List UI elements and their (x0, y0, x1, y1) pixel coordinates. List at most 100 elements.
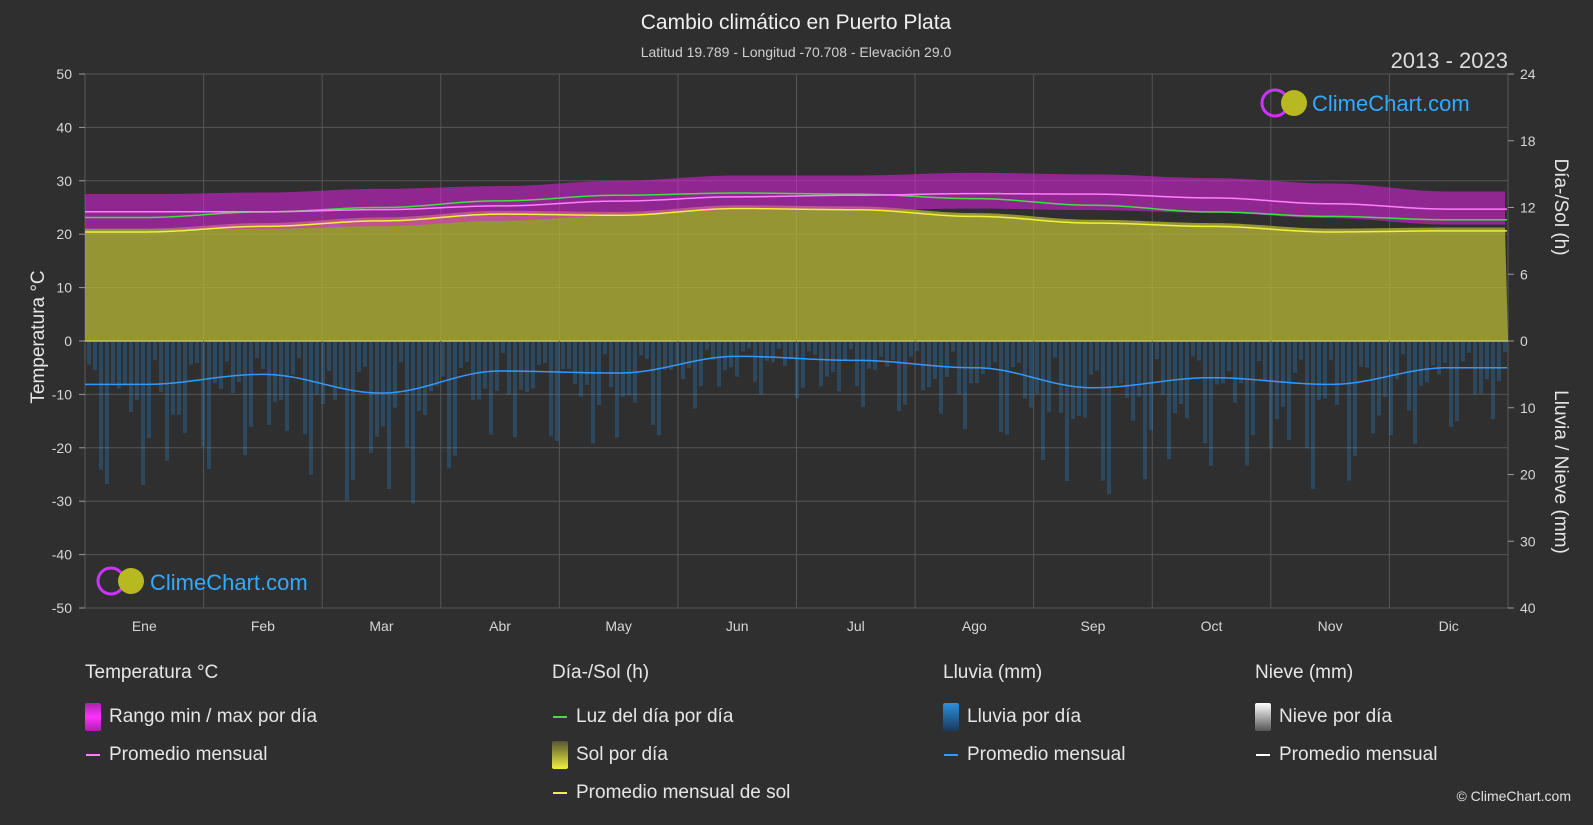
rain-bar (861, 342, 865, 407)
rain-bar (567, 342, 571, 369)
rain-bar (177, 342, 181, 415)
rain-bar (297, 342, 301, 359)
rain-bar (1005, 342, 1009, 435)
brand-sun-icon (118, 568, 144, 594)
rain-bar (753, 342, 757, 382)
rain-bar (1389, 342, 1393, 436)
rain-bar (1077, 342, 1081, 416)
left-tick-label: -30 (52, 493, 72, 509)
rain-bar (645, 342, 649, 359)
rain-bar (1053, 342, 1057, 358)
rain-bar (1035, 342, 1039, 394)
rain-bar (1161, 342, 1165, 396)
rain-bar (675, 342, 679, 364)
rain-bar (543, 342, 547, 364)
rain-bar (621, 342, 625, 397)
left-tick-label: 50 (56, 66, 72, 82)
sun-avg-swatch (553, 792, 567, 794)
rain-bar (1011, 342, 1015, 368)
rain-bar (1017, 342, 1021, 363)
rain-bar (273, 342, 277, 403)
rain-bar (333, 342, 337, 400)
rain-bar (1413, 342, 1417, 444)
rain-bar (1239, 342, 1243, 384)
rain-bar (843, 342, 847, 361)
rain-bar (1299, 342, 1303, 360)
temp-range-area (85, 172, 1505, 229)
rain-bar (579, 342, 583, 397)
sun-area (85, 205, 1508, 341)
rain-bar (291, 342, 295, 375)
rain-bar (213, 342, 217, 384)
rain-bar (573, 342, 577, 384)
rain-bar (399, 342, 403, 363)
rain-bar (387, 342, 391, 490)
rain-bar (549, 342, 553, 436)
right-tick-label: 10 (1520, 400, 1536, 416)
brand-logo-top[interactable]: ClimeChart.com (1260, 88, 1470, 118)
x-tick-label: Abr (489, 618, 511, 634)
left-tick-label: 0 (64, 333, 72, 349)
rain-bar (1221, 342, 1225, 384)
rain-bar (1029, 342, 1033, 408)
brand-sun-icon (1281, 90, 1307, 116)
rain-bar (1281, 342, 1285, 407)
rain-bar (429, 342, 433, 392)
x-tick-label: Jul (847, 618, 865, 634)
rain-bar (807, 342, 811, 352)
rain-bar (693, 342, 697, 409)
rain-bar (909, 342, 913, 357)
rain-bar (933, 342, 937, 380)
rain-bar (1347, 342, 1351, 481)
rain-bar (639, 342, 643, 356)
rain-bar (681, 342, 685, 379)
rain-bar (879, 342, 883, 357)
x-axis-ticks: Ene Feb Mar Abr May Jun Jul Ago Sep Oct Nov Dic (132, 618, 1459, 634)
legend-sun: Día-/Sol (h) Luz del día por día Sol por… (552, 662, 790, 812)
rain-bar (165, 342, 169, 461)
rain-bar (111, 342, 115, 383)
rain-bar (249, 342, 253, 427)
brand-logo-bottom[interactable]: ClimeChart.com (96, 566, 308, 596)
rain-bar (1065, 342, 1069, 482)
rain-bar (483, 342, 487, 389)
x-tick-label: May (605, 618, 631, 634)
legend-snow-day: Nieve por día (1255, 698, 1437, 736)
legend-temperature: Temperatura °C Rango min / max por día P… (85, 662, 317, 774)
rain-bar (849, 342, 853, 350)
rain-bar (627, 342, 631, 396)
left-tick-label: 10 (56, 280, 72, 296)
rain-bar (123, 342, 127, 386)
rain-bar (159, 342, 163, 393)
rain-bar (771, 342, 775, 363)
rain-bar (741, 342, 745, 352)
rain-bar (1329, 342, 1333, 361)
rain-bar (657, 342, 661, 436)
sun-fill-area (85, 205, 1508, 341)
rain-bar (285, 342, 289, 432)
x-tick-label: Sep (1080, 618, 1105, 634)
rain-bar (477, 342, 481, 400)
rain-bar (729, 342, 733, 368)
rain-bar (1449, 342, 1453, 427)
rain-bar (135, 342, 139, 400)
rain-bar (555, 342, 559, 441)
rain-bar (1233, 342, 1237, 403)
rain-bar (1209, 342, 1213, 466)
rain-bar (1071, 342, 1075, 419)
chart-title: Cambio climático en Puerto Plata (641, 11, 952, 34)
rain-bar (699, 342, 703, 387)
legend-rain: Lluvia (mm) Lluvia por día Promedio mens… (943, 662, 1125, 774)
temp-range-swatch (85, 703, 101, 731)
rain-bar (321, 342, 325, 405)
rain-bar (411, 342, 415, 504)
rain-bar (1383, 342, 1387, 397)
rain-bar (801, 342, 805, 388)
rain-bar (1341, 342, 1345, 383)
rain-bar (915, 342, 919, 351)
rain-bar (1155, 342, 1159, 360)
rain-bar (1353, 342, 1357, 457)
legend-temp-avg-label: Promedio mensual (109, 744, 268, 765)
rain-bar (1467, 342, 1471, 353)
